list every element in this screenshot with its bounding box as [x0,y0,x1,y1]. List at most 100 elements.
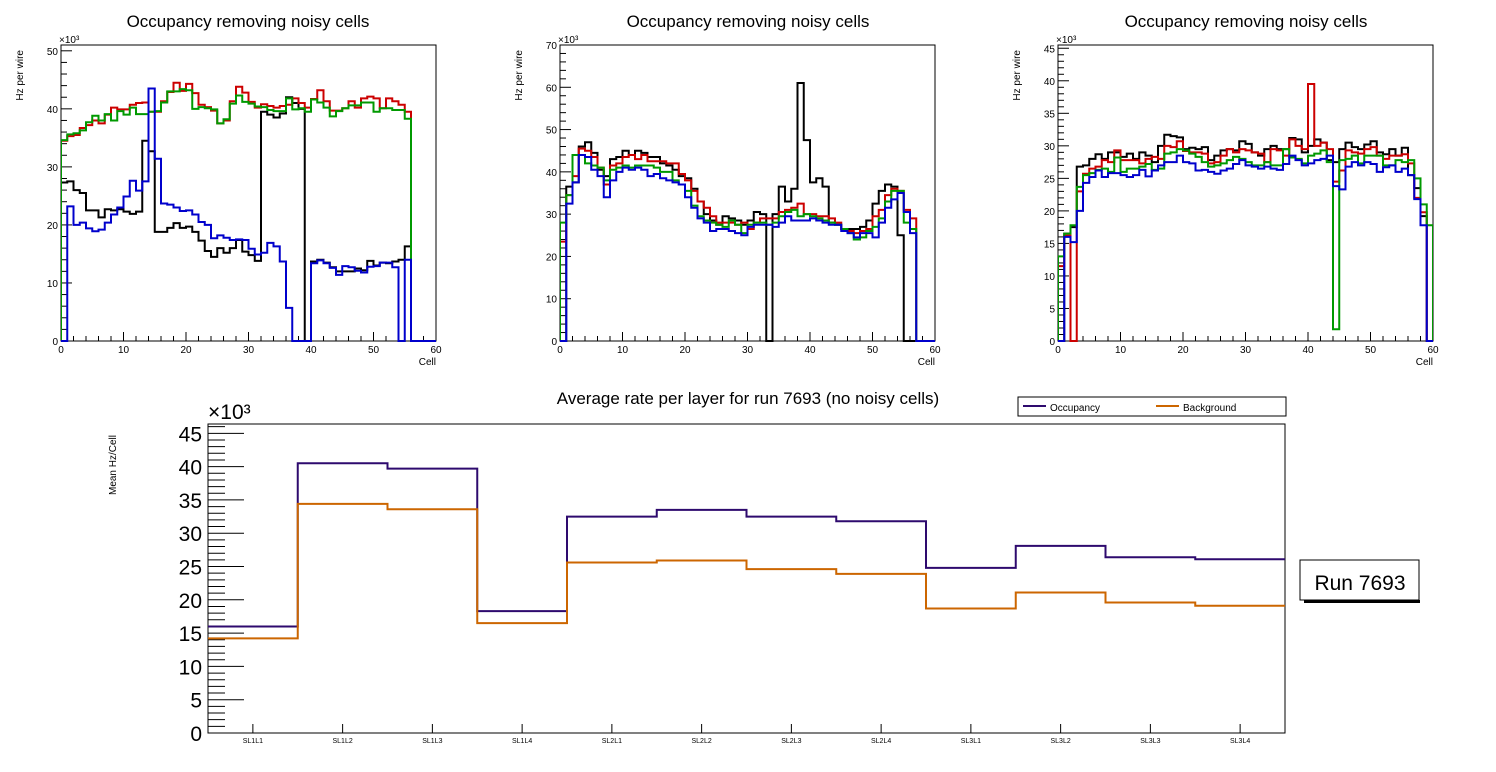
chart-title: Occupancy removing noisy cells [127,12,370,31]
y-axis-label: Hz per wire [514,50,525,101]
series-black-step-line [61,96,436,342]
series-occupancy-step-line [208,462,1285,628]
y-tick-label: 10 [1044,272,1056,283]
y-tick-label: 10 [546,295,558,306]
chart-title: Occupancy removing noisy cells [1125,12,1368,31]
y-tick-label: 40 [47,105,59,116]
x-tick-label: 40 [1302,345,1314,356]
y-tick-label: 0 [1049,337,1055,348]
x-category-label: SL2L4 [871,738,891,745]
series-black-step-line [1058,133,1433,342]
series-green-step-line [1058,148,1433,341]
y-multiplier-label: ×10³ [558,35,579,46]
y-tick-label: 70 [546,41,558,52]
series-black-step-line [560,82,935,342]
y-tick-label: 30 [179,523,202,546]
x-tick-label: 0 [58,345,64,356]
legend: Occupancy Background [1017,396,1287,417]
legend-label-background: Background [1183,403,1236,414]
x-category-label: SL1L4 [512,738,532,745]
y-tick-label: 35 [1044,109,1056,120]
x-category-label: SL3L2 [1051,738,1071,745]
run-annotation: Run 7693 [1299,559,1420,603]
y-tick-label: 50 [47,47,59,58]
x-tick-label: 0 [1055,345,1061,356]
y-tick-label: 30 [47,163,59,174]
x-category-label: SL1L3 [422,738,442,745]
y-multiplier-label: ×10³ [59,35,80,46]
y-tick-label: 20 [1044,207,1056,218]
chart-title: Occupancy removing noisy cells [627,12,870,31]
series-blue-step-line [560,153,935,342]
y-tick-label: 0 [190,723,202,746]
y-tick-label: 45 [1044,44,1056,55]
chart-title: Average rate per layer for run 7693 (no … [557,389,939,408]
x-tick-label: 50 [368,345,380,356]
x-axis-label: Cell [419,357,436,368]
x-tick-label: 30 [742,345,754,356]
x-category-label: SL3L3 [1140,738,1160,745]
x-tick-label: 20 [679,345,691,356]
x-tick-label: 50 [867,345,879,356]
y-tick-label: 40 [1044,77,1056,88]
x-tick-label: 60 [430,345,442,356]
y-tick-label: 0 [551,337,557,348]
y-tick-label: 45 [179,423,202,446]
x-tick-label: 10 [1115,345,1127,356]
y-tick-label: 30 [546,210,558,221]
series-red-step-line [61,81,436,342]
x-category-label: SL1L2 [333,738,353,745]
y-tick-label: 60 [546,83,558,94]
y-tick-label: 40 [179,457,202,480]
y-axis-label: Hz per wire [1012,50,1023,101]
x-category-label: SL3L1 [961,738,981,745]
y-tick-label: 20 [47,221,59,232]
x-tick-label: 10 [118,345,130,356]
y-tick-label: 50 [546,126,558,137]
series-blue-step-line [1058,154,1433,342]
y-tick-label: 10 [47,279,59,290]
y-tick-label: 25 [1044,174,1056,185]
x-tick-label: 60 [1427,345,1439,356]
x-category-label: SL1L1 [243,738,263,745]
y-multiplier-label: ×10³ [1056,35,1077,46]
histogram-panel-2: Occupancy removing noisy cells 0 10 20 30 40 5… [514,12,941,368]
legend-box [1017,396,1287,417]
y-tick-label: 35 [179,490,202,513]
y-tick-label: 20 [179,590,202,613]
x-category-label: SL2L1 [602,738,622,745]
histogram-panel-3: Occupancy removing noisy cells 0 5 10 15 20 25… [1012,12,1439,368]
x-category-label: SL2L2 [692,738,712,745]
x-axis-label: Cell [918,357,935,368]
y-axis-label: Hz per wire [15,50,26,101]
series-red-step-line [1058,83,1433,342]
y-tick-label: 0 [52,337,58,348]
x-tick-label: 40 [804,345,816,356]
x-tick-label: 60 [929,345,941,356]
y-tick-label: 5 [190,690,202,713]
legend-label-occupancy: Occupancy [1050,403,1100,414]
x-tick-label: 50 [1365,345,1377,356]
layer-rate-panel: Average rate per layer for run 7693 (no … [108,389,1420,746]
y-tick-label: 15 [1044,239,1056,250]
x-tick-label: 30 [243,345,255,356]
x-tick-label: 0 [557,345,563,356]
x-tick-label: 20 [1177,345,1189,356]
series-green-step-line [61,88,436,342]
annotation-text: Run 7693 [1314,572,1405,595]
x-tick-label: 40 [305,345,317,356]
x-tick-label: 20 [180,345,192,356]
series-red-step-line [560,147,935,342]
y-tick-label: 30 [1044,142,1056,153]
x-tick-label: 10 [617,345,629,356]
y-multiplier-label: ×10³ [208,401,251,424]
y-tick-label: 20 [546,252,558,263]
x-category-label: SL2L3 [781,738,801,745]
series-background-step-line [208,502,1285,640]
series-green-step-line [560,153,935,342]
annotation-shadow [1304,600,1420,603]
annotation-box [1299,559,1420,601]
series-blue-step-line [61,87,436,342]
y-tick-label: 10 [179,656,202,679]
